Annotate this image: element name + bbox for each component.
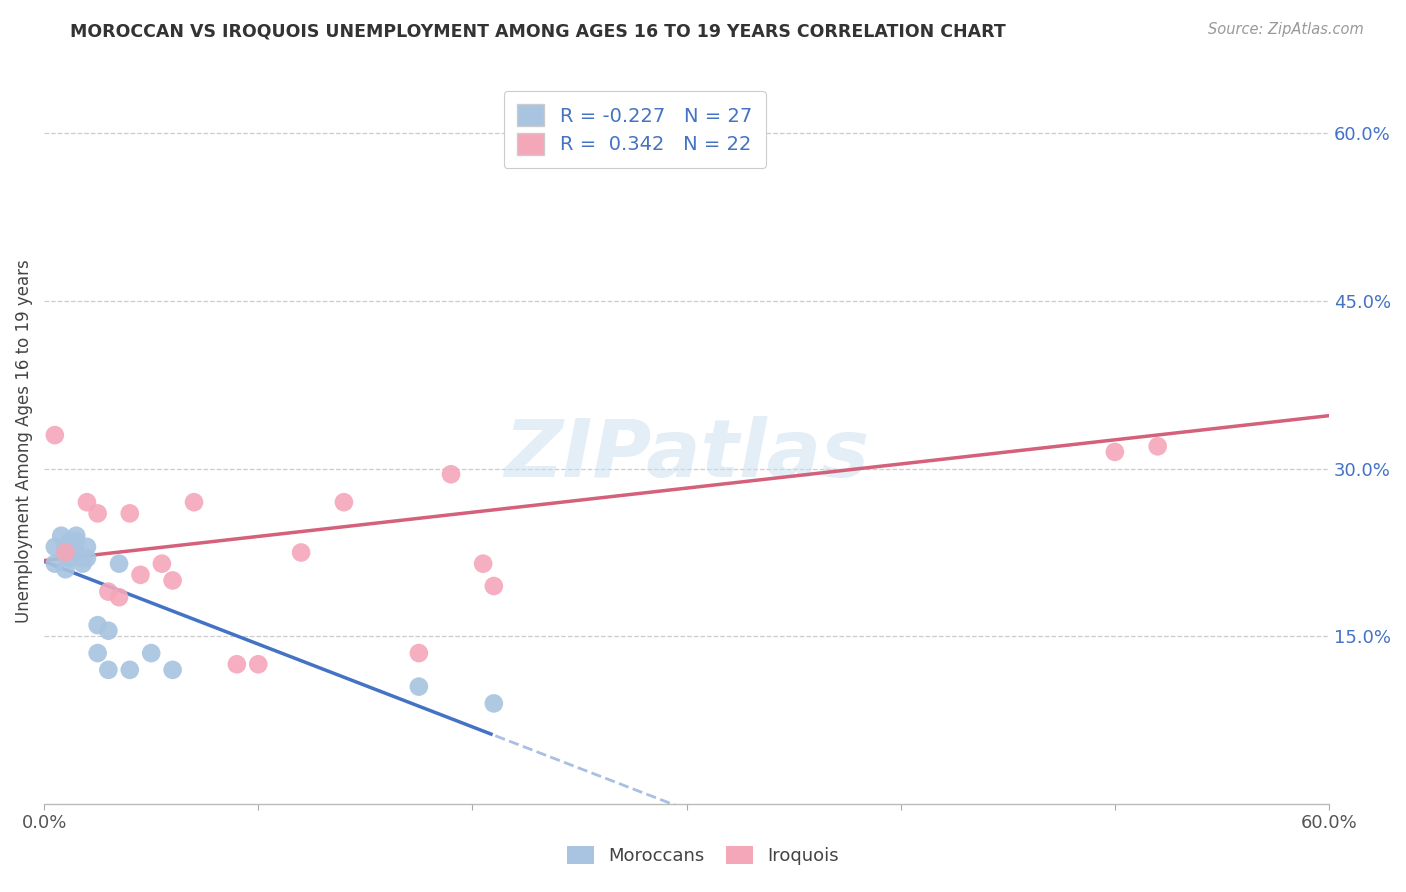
Point [118,663,141,677]
Point [408,680,430,694]
Point [55,562,77,576]
Point [72,551,94,566]
Point [108,591,131,605]
Point [482,697,505,711]
Point [503,149,526,163]
Point [65,534,87,549]
Point [59,534,82,549]
Point [86,507,108,521]
Legend: R = -0.227   N = 27, R =  0.342   N = 22: R = -0.227 N = 27, R = 0.342 N = 22 [503,91,766,169]
Y-axis label: Unemployment Among Ages 16 to 19 years: Unemployment Among Ages 16 to 19 years [15,259,32,623]
Point [55,545,77,559]
Point [76,540,98,554]
Point [55,545,77,559]
Point [44,540,66,554]
Point [97,663,120,677]
Point [65,545,87,559]
Point [1146,439,1168,453]
Point [44,557,66,571]
Point [162,574,184,588]
Point [86,618,108,632]
Point [290,545,312,559]
Point [86,646,108,660]
Point [44,428,66,442]
Text: ZIPatlas: ZIPatlas [505,417,869,494]
Point [129,567,152,582]
Point [65,545,87,559]
Point [225,657,247,672]
Point [247,657,270,672]
Point [55,545,77,559]
Point [183,495,205,509]
Point [440,467,463,482]
Point [150,557,173,571]
Point [118,507,141,521]
Point [59,551,82,566]
Point [65,529,87,543]
Legend: Moroccans, Iroquois: Moroccans, Iroquois [555,835,851,876]
Point [472,557,495,571]
Point [482,579,505,593]
Point [55,540,77,554]
Point [408,646,430,660]
Point [76,551,98,566]
Point [108,557,131,571]
Point [162,663,184,677]
Point [1104,445,1126,459]
Point [97,624,120,638]
Point [76,495,98,509]
Point [72,557,94,571]
Point [51,529,73,543]
Point [141,646,163,660]
Text: Source: ZipAtlas.com: Source: ZipAtlas.com [1208,22,1364,37]
Point [333,495,356,509]
Text: MOROCCAN VS IROQUOIS UNEMPLOYMENT AMONG AGES 16 TO 19 YEARS CORRELATION CHART: MOROCCAN VS IROQUOIS UNEMPLOYMENT AMONG … [70,22,1007,40]
Point [97,584,120,599]
